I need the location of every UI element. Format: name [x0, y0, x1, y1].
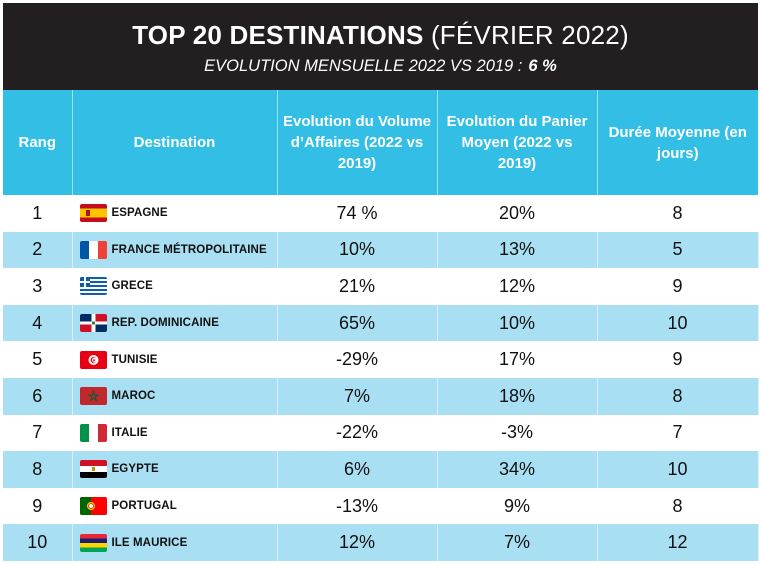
destination-name: EGYPTE	[111, 463, 159, 476]
cell-panier: 7%	[437, 524, 598, 561]
cell-volume: -22%	[277, 414, 438, 452]
cell-panier: 13%	[437, 231, 598, 269]
destination-name: TUNISIE	[111, 353, 158, 366]
title-period: (FÉVRIER 2022)	[430, 20, 629, 50]
cell-panier: 34%	[437, 451, 598, 488]
cell-panier: 12%	[437, 268, 598, 305]
title-main: TOP 20 DESTINATIONS	[132, 20, 424, 50]
cell-duree: 8	[597, 195, 759, 232]
destination-name: REP. DOMINICAINE	[111, 317, 219, 330]
cell-destination: FRANCE MÉTROPOLITAINE	[72, 231, 278, 269]
destination-name: ESPAGNE	[111, 207, 168, 220]
portugal-flag-icon	[79, 497, 107, 516]
table-row: 7 ITALIE -22% -3% 7	[3, 414, 759, 452]
dominican-republic-flag-icon	[79, 314, 107, 333]
cell-panier: 9%	[437, 487, 598, 525]
column-header-volume-label: Evolution du Volume d’Affaires (2022 vs …	[282, 113, 432, 172]
cell-duree: 9	[597, 268, 759, 305]
cell-destination: TUNISIE	[72, 341, 278, 378]
column-header-destination: Destination	[72, 90, 278, 195]
table-row: 5 TUNISIE -29% 17% 9	[3, 341, 759, 378]
cell-panier: 18%	[437, 377, 598, 415]
cell-rang: 9	[3, 487, 73, 525]
cell-panier: 20%	[437, 195, 598, 232]
cell-destination: ESPAGNE	[72, 195, 278, 232]
table-body: 1 ESPAGNE 74 % 20% 8 2 FRANCE MÉTROPOLITAINE 10…	[3, 195, 759, 561]
destination-name: MAROC	[111, 390, 156, 403]
cell-duree: 10	[597, 304, 759, 342]
cell-panier: -3%	[437, 414, 598, 452]
cell-destination: REP. DOMINICAINE	[72, 304, 278, 342]
destination-name: ITALIE	[111, 426, 148, 439]
cell-rang: 5	[3, 341, 73, 378]
cell-destination: MAROC	[72, 377, 278, 415]
cell-duree: 12	[597, 524, 759, 561]
destination-name: ILE MAURICE	[111, 536, 188, 549]
cell-volume: 12%	[277, 524, 438, 561]
cell-panier: 10%	[437, 304, 598, 342]
mauritius-flag-icon	[79, 533, 107, 552]
destination-name: PORTUGAL	[111, 500, 177, 513]
table-row: 10 ILE MAURICE 12% 7% 12	[3, 524, 759, 561]
cell-destination: PORTUGAL	[72, 487, 278, 525]
cell-duree: 10	[597, 451, 759, 488]
table-row: 8 EGYPTE 6% 34% 10	[3, 451, 759, 488]
table-row: 2 FRANCE MÉTROPOLITAINE 10% 13% 5	[3, 231, 759, 269]
cell-rang: 3	[3, 268, 73, 305]
cell-volume: 7%	[277, 377, 438, 415]
tunisia-flag-icon	[79, 350, 107, 369]
cell-rang: 8	[3, 451, 73, 488]
destination-name: FRANCE MÉTROPOLITAINE	[111, 243, 267, 256]
cell-rang: 4	[3, 304, 73, 342]
column-header-panier-label: Evolution du Panier Moyen (2022 vs 2019)	[446, 113, 588, 172]
cell-volume: 65%	[277, 304, 438, 342]
column-header-duree: Durée Moyenne (en jours)	[597, 90, 758, 195]
destinations-table: Rang Destination Evolution du Volume d’A…	[3, 90, 759, 561]
spain-flag-icon	[79, 204, 107, 223]
cell-rang: 2	[3, 231, 73, 269]
cell-volume: 74 %	[277, 195, 438, 232]
table-row: 9 PORTUGAL -13% 9% 8	[3, 487, 759, 525]
cell-volume: -29%	[277, 341, 438, 378]
cell-duree: 9	[597, 341, 759, 378]
cell-rang: 7	[3, 414, 73, 452]
cell-duree: 5	[597, 231, 759, 269]
cell-volume: 10%	[277, 231, 438, 269]
column-header-volume: Evolution du Volume d’Affaires (2022 vs …	[277, 90, 438, 195]
table-row: 1 ESPAGNE 74 % 20% 8	[3, 195, 759, 232]
cell-duree: 8	[597, 377, 759, 415]
page-title: TOP 20 DESTINATIONS (FÉVRIER 2022)	[3, 20, 758, 50]
cell-duree: 8	[597, 487, 759, 525]
italy-flag-icon	[79, 423, 107, 442]
cell-volume: 6%	[277, 451, 438, 488]
cell-rang: 1	[3, 195, 73, 232]
egypt-flag-icon	[79, 460, 107, 479]
cell-rang: 6	[3, 377, 73, 415]
column-header-duree-label: Durée Moyenne (en jours)	[608, 123, 747, 162]
cell-volume: -13%	[277, 487, 438, 525]
column-header-panier: Evolution du Panier Moyen (2022 vs 2019)	[437, 90, 598, 195]
cell-volume: 21%	[277, 268, 438, 305]
subtitle-value: 6 %	[528, 57, 557, 75]
cell-rang: 10	[3, 524, 73, 561]
destination-name: GRECE	[111, 280, 153, 293]
cell-destination: ILE MAURICE	[72, 524, 278, 561]
subtitle-label: EVOLUTION MENSUELLE 2022 VS 2019 :	[204, 57, 523, 75]
table-row: 6 MAROC 7% 18% 8	[3, 377, 759, 415]
cell-destination: ITALIE	[72, 414, 278, 452]
cell-destination: GRECE	[72, 268, 278, 305]
cell-duree: 7	[597, 414, 759, 452]
greece-flag-icon	[79, 277, 107, 296]
table-row: 4 REP. DOMINICAINE 65% 10% 10	[3, 304, 759, 342]
morocco-flag-icon	[79, 387, 107, 406]
table-header-row: Rang Destination Evolution du Volume d’A…	[3, 90, 758, 195]
france-flag-icon	[79, 240, 107, 259]
cell-panier: 17%	[437, 341, 598, 378]
page-subtitle: EVOLUTION MENSUELLE 2022 VS 2019 : 6 %	[3, 56, 758, 76]
column-header-rang: Rang	[3, 90, 73, 195]
title-banner: TOP 20 DESTINATIONS (FÉVRIER 2022) EVOLU…	[3, 3, 758, 90]
table-row: 3 GRECE 21% 12% 9	[3, 268, 759, 305]
cell-destination: EGYPTE	[72, 451, 278, 488]
